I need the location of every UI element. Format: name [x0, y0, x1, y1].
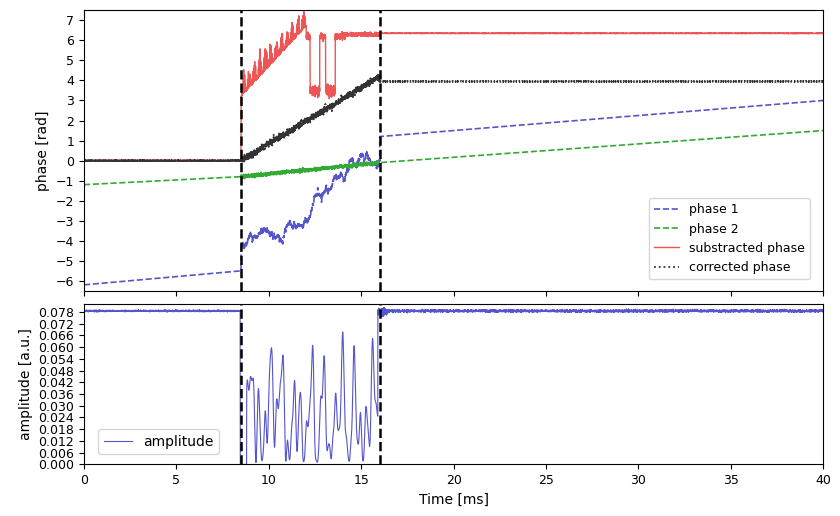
Line: phase 2: phase 2	[84, 131, 823, 185]
phase 1	[123, 278, 134, 284]
X-axis label: Time [ms]: Time [ms]	[418, 493, 489, 507]
phase 2	[779, 130, 789, 136]
substracted phase	[234, 158, 244, 164]
substracted phase	[109, 158, 119, 164]
corrected phase	[818, 78, 828, 85]
corrected phase	[109, 157, 119, 164]
Line: substracted phase: substracted phase	[84, 11, 823, 161]
phase 1	[223, 269, 234, 275]
Y-axis label: amplitude [a.u.]: amplitude [a.u.]	[18, 328, 33, 440]
corrected phase	[123, 157, 134, 164]
phase 1	[109, 279, 119, 285]
substracted phase	[299, 8, 309, 14]
corrected phase	[237, 159, 247, 166]
corrected phase	[780, 78, 790, 85]
phase 1	[818, 98, 828, 104]
phase 2	[223, 174, 234, 181]
corrected phase	[440, 78, 450, 85]
Y-axis label: phase [rad]: phase [rad]	[36, 110, 50, 191]
phase 1	[440, 128, 450, 134]
substracted phase	[223, 157, 234, 164]
corrected phase	[223, 157, 234, 164]
corrected phase	[373, 71, 383, 77]
phase 1	[779, 101, 789, 107]
substracted phase	[123, 157, 134, 164]
Line: corrected phase: corrected phase	[84, 74, 823, 163]
Legend: amplitude: amplitude	[98, 429, 218, 454]
substracted phase	[79, 157, 89, 164]
phase 1	[79, 282, 89, 288]
phase 2	[440, 155, 450, 161]
substracted phase	[440, 30, 450, 37]
Legend: phase 1, phase 2, substracted phase, corrected phase: phase 1, phase 2, substracted phase, cor…	[648, 198, 810, 279]
substracted phase	[818, 30, 828, 37]
substracted phase	[780, 30, 790, 37]
phase 2	[109, 180, 119, 186]
phase 2	[79, 182, 89, 188]
substracted phase	[82, 157, 92, 164]
phase 2	[82, 182, 92, 188]
phase 1	[82, 281, 92, 287]
corrected phase	[82, 157, 92, 164]
phase 2	[818, 127, 828, 134]
Line: phase 1: phase 1	[84, 101, 823, 285]
phase 2	[123, 179, 134, 185]
corrected phase	[79, 158, 89, 164]
